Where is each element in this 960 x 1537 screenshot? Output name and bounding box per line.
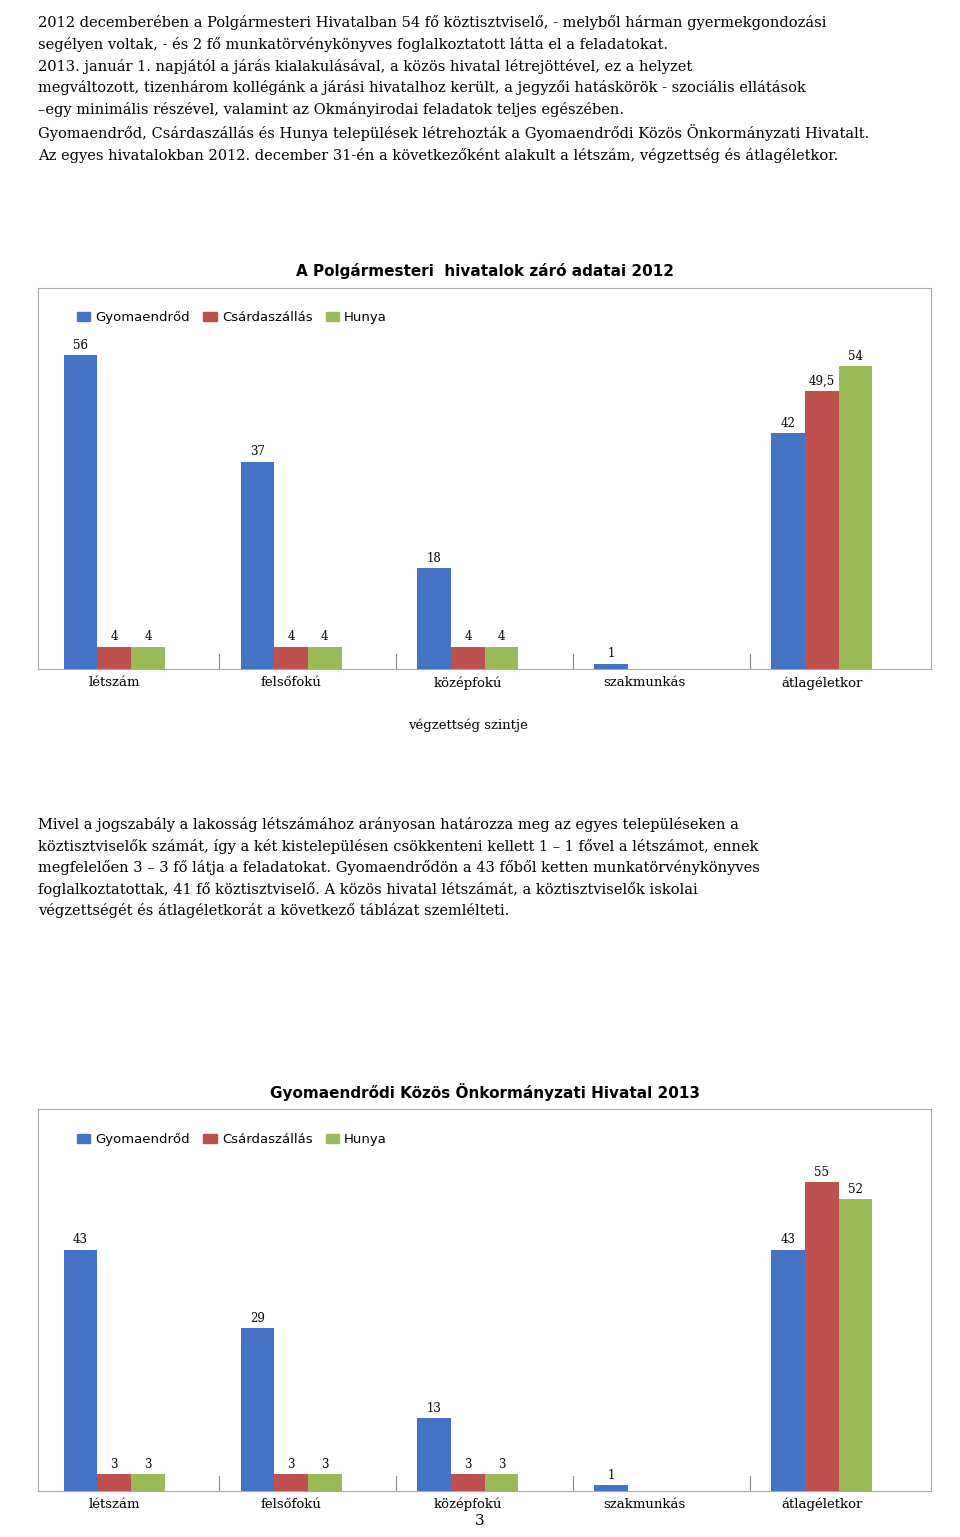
Legend: Gyomaendrőd, Csárdaszállás, Hunya: Gyomaendrőd, Csárdaszállás, Hunya	[72, 306, 393, 329]
Title: A Polgármesteri  hivatalok záró adatai 2012: A Polgármesteri hivatalok záró adatai 20…	[296, 263, 674, 280]
Bar	[485, 1474, 518, 1491]
Bar	[418, 569, 451, 669]
Bar	[241, 1328, 275, 1491]
Text: Mivel a jogszabály a lakosság létszámához arányosan határozza meg az egyes telep: Mivel a jogszabály a lakosság létszámáho…	[38, 818, 760, 919]
Text: 13: 13	[427, 1402, 442, 1414]
Text: 4: 4	[498, 630, 505, 644]
Bar	[97, 1474, 132, 1491]
Bar	[275, 647, 308, 669]
Text: 4: 4	[465, 630, 471, 644]
Text: 18: 18	[427, 552, 442, 564]
Text: 4: 4	[110, 630, 118, 644]
Bar	[275, 1474, 308, 1491]
Text: 4: 4	[321, 630, 328, 644]
Bar	[308, 647, 342, 669]
Bar	[594, 1485, 628, 1491]
Text: 3: 3	[498, 1457, 505, 1471]
Bar	[308, 1474, 342, 1491]
Text: 4: 4	[287, 630, 295, 644]
Text: 1: 1	[608, 647, 614, 661]
Text: 3: 3	[287, 1457, 295, 1471]
Bar	[594, 664, 628, 669]
Bar	[97, 647, 132, 669]
Bar	[132, 647, 165, 669]
Text: 42: 42	[780, 417, 796, 430]
Text: 43: 43	[73, 1233, 88, 1247]
Text: 54: 54	[848, 350, 863, 363]
Text: 29: 29	[250, 1311, 265, 1325]
Bar	[132, 1474, 165, 1491]
Bar	[771, 1250, 804, 1491]
Text: 55: 55	[814, 1167, 829, 1179]
Bar	[418, 1419, 451, 1491]
Text: 1: 1	[608, 1469, 614, 1482]
Bar	[771, 433, 804, 669]
Bar	[451, 1474, 485, 1491]
Bar	[804, 1182, 838, 1491]
Legend: Gyomaendrőd, Csárdaszállás, Hunya: Gyomaendrőd, Csárdaszállás, Hunya	[72, 1127, 393, 1151]
Text: 37: 37	[250, 446, 265, 458]
Text: végzettség szintje: végzettség szintje	[408, 719, 528, 732]
Bar	[485, 647, 518, 669]
Text: 3: 3	[465, 1457, 471, 1471]
Text: 4: 4	[144, 630, 152, 644]
Text: 3: 3	[475, 1514, 485, 1528]
Text: 3: 3	[110, 1457, 118, 1471]
Bar	[63, 1250, 97, 1491]
Bar	[838, 1199, 873, 1491]
Text: 49,5: 49,5	[808, 375, 835, 387]
Bar	[241, 461, 275, 669]
Text: 43: 43	[780, 1233, 796, 1247]
Bar	[63, 355, 97, 669]
Bar	[838, 366, 873, 669]
Text: 2012 decemberében a Polgármesteri Hivatalban 54 fő köztisztviselő, - melyből hár: 2012 decemberében a Polgármesteri Hivata…	[38, 15, 870, 163]
Title: Gyomaendrődi Közös Önkormányzati Hivatal 2013: Gyomaendrődi Közös Önkormányzati Hivatal…	[270, 1084, 700, 1100]
Text: 56: 56	[73, 338, 88, 352]
Text: 52: 52	[848, 1183, 863, 1196]
Text: 3: 3	[144, 1457, 152, 1471]
Bar	[451, 647, 485, 669]
Bar	[804, 392, 838, 669]
Text: 3: 3	[321, 1457, 328, 1471]
